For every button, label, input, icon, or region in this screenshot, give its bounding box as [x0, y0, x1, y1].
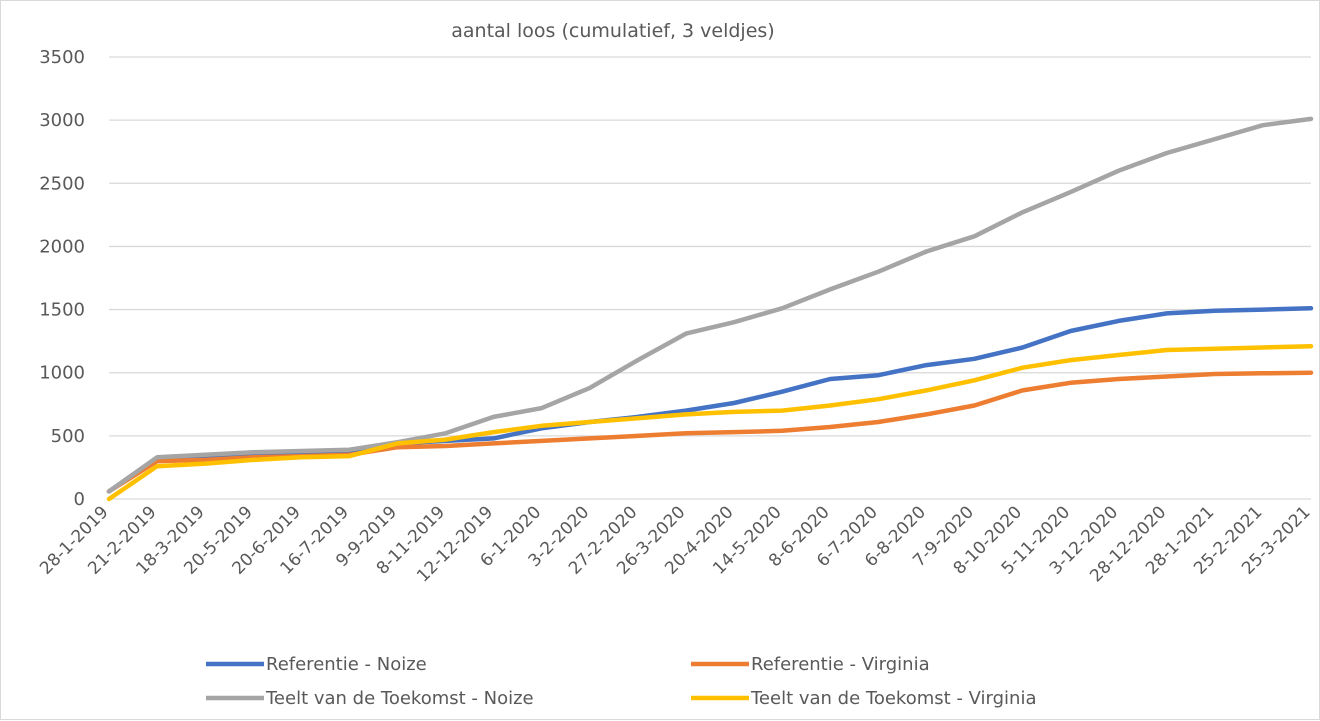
series-line-0 [106, 306, 1314, 494]
chart-title: aantal loos (cumulatief, 3 veldjes) [451, 20, 774, 42]
y-tick-label: 2000 [39, 236, 85, 257]
legend-label-2: Teelt van de Toekomst - Noize [265, 688, 534, 709]
y-tick-label: 500 [51, 426, 85, 447]
y-tick-label: 1000 [39, 363, 85, 384]
legend-label-1: Referentie - Virginia [751, 654, 930, 675]
series-line-3 [106, 343, 1314, 502]
x-axis-ticks: 28-1-201921-2-201918-3-201920-5-201920-6… [36, 502, 1314, 586]
y-tick-label: 0 [74, 489, 85, 510]
y-tick-label: 1500 [39, 300, 85, 321]
legend: Referentie - Noize Referentie - Virginia T… [206, 654, 1037, 709]
y-tick-label: 2500 [39, 173, 85, 194]
y-axis-ticks: 0 500 1000 1500 2000 2500 3000 3500 [39, 47, 85, 510]
series-lines [106, 116, 1314, 502]
legend-label-3: Teelt van de Toekomst - Virginia [750, 688, 1037, 709]
y-tick-label: 3500 [39, 47, 85, 68]
legend-label-0: Referentie - Noize [266, 654, 427, 675]
y-tick-label: 3000 [39, 110, 85, 131]
gridlines [109, 56, 1311, 500]
series-line-1 [106, 370, 1314, 494]
series-line-2 [106, 116, 1314, 494]
